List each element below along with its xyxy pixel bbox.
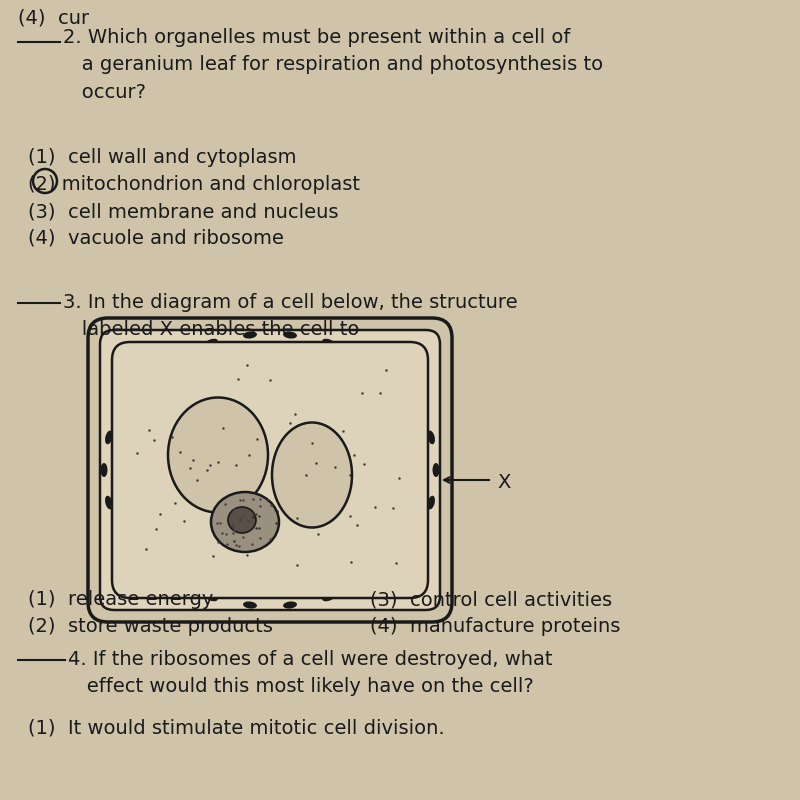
Ellipse shape xyxy=(322,338,335,347)
Ellipse shape xyxy=(211,492,279,552)
Text: (1)  cell wall and cytoplasm: (1) cell wall and cytoplasm xyxy=(28,148,297,167)
Ellipse shape xyxy=(141,554,151,566)
Text: (4)  manufacture proteins: (4) manufacture proteins xyxy=(370,617,620,636)
FancyBboxPatch shape xyxy=(100,330,440,610)
Ellipse shape xyxy=(358,577,370,587)
Ellipse shape xyxy=(228,507,256,533)
Ellipse shape xyxy=(358,353,370,363)
Ellipse shape xyxy=(118,526,127,540)
Text: X: X xyxy=(497,473,510,491)
Ellipse shape xyxy=(322,593,335,602)
FancyBboxPatch shape xyxy=(112,342,428,598)
Ellipse shape xyxy=(283,331,297,338)
Text: (2) mitochondrion and chloroplast: (2) mitochondrion and chloroplast xyxy=(28,175,360,194)
Ellipse shape xyxy=(413,400,422,414)
Ellipse shape xyxy=(389,374,399,386)
Ellipse shape xyxy=(243,331,257,338)
Ellipse shape xyxy=(389,554,399,566)
Text: (1)  It would stimulate mitotic cell division.: (1) It would stimulate mitotic cell divi… xyxy=(28,718,445,737)
Ellipse shape xyxy=(427,496,435,510)
Text: 4. If the ribosomes of a cell were destroyed, what
   effect would this most lik: 4. If the ribosomes of a cell were destr… xyxy=(68,650,553,696)
Text: 2. Which organelles must be present within a cell of
   a geranium leaf for resp: 2. Which organelles must be present with… xyxy=(63,28,603,102)
Ellipse shape xyxy=(118,400,127,414)
Text: (4)  vacuole and ribosome: (4) vacuole and ribosome xyxy=(28,229,284,248)
Text: (1)  release energy: (1) release energy xyxy=(28,590,214,609)
Text: 3. In the diagram of a cell below, the structure
   labeled X enables the cell t: 3. In the diagram of a cell below, the s… xyxy=(63,293,518,339)
Ellipse shape xyxy=(205,338,218,347)
Ellipse shape xyxy=(105,430,113,444)
Ellipse shape xyxy=(170,577,182,587)
Ellipse shape xyxy=(243,602,257,609)
Ellipse shape xyxy=(205,593,218,602)
Text: (3)  cell membrane and nucleus: (3) cell membrane and nucleus xyxy=(28,202,338,221)
Ellipse shape xyxy=(105,496,113,510)
Ellipse shape xyxy=(141,374,151,386)
Ellipse shape xyxy=(272,422,352,527)
Ellipse shape xyxy=(101,463,107,477)
Text: (3)  control cell activities: (3) control cell activities xyxy=(370,590,612,609)
Ellipse shape xyxy=(413,526,422,540)
Ellipse shape xyxy=(427,430,435,444)
Ellipse shape xyxy=(170,353,182,363)
Text: (4)  cur: (4) cur xyxy=(18,8,89,27)
Ellipse shape xyxy=(168,398,268,513)
Ellipse shape xyxy=(433,463,439,477)
Ellipse shape xyxy=(283,602,297,609)
Text: (2)  store waste products: (2) store waste products xyxy=(28,617,273,636)
